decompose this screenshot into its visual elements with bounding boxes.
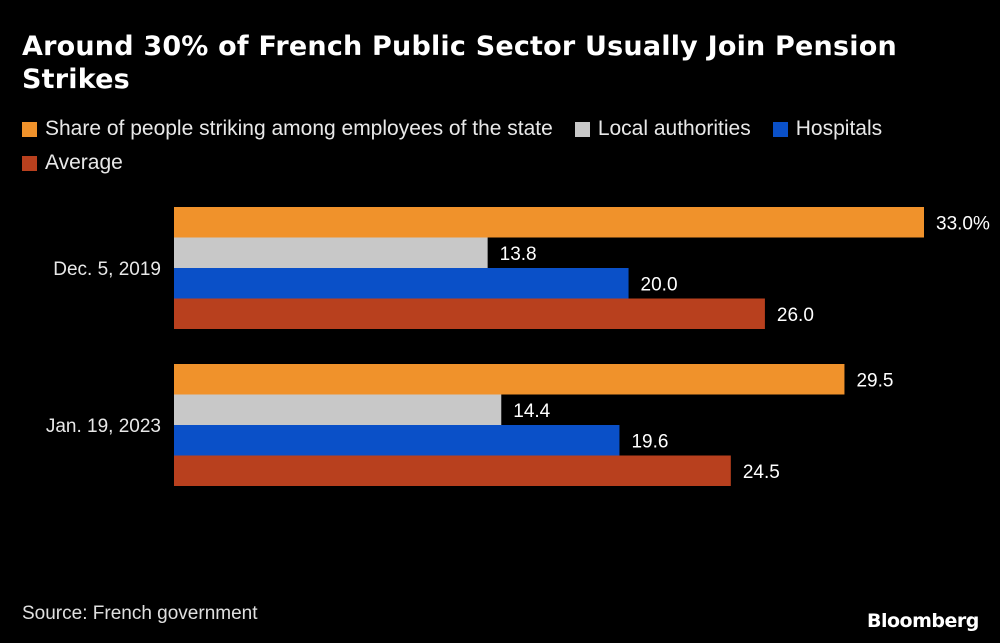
data-label: 26.0 [777,305,814,326]
bar [174,455,731,486]
data-label: 24.5 [743,462,780,483]
legend-swatch [574,121,590,137]
category-label: Dec. 5, 2019 [53,259,161,280]
source-note: Source: French government [22,603,258,624]
legend-item: Average [22,152,123,174]
chart-legend: Share of people striking among employees… [22,118,982,174]
legend-label: Hospitals [795,117,883,140]
bloomberg-logo: Bloomberg [867,610,979,632]
bar [174,237,488,268]
bar [174,207,924,238]
data-label: 14.4 [513,401,550,422]
bar [174,364,845,395]
legend-item: Local authorities [574,117,751,140]
data-label: 20.0 [641,274,678,295]
legend-item: Hospitals [772,117,883,140]
chart-title: Around 30% of French Public Sector Usual… [22,31,897,95]
bar [174,268,629,299]
legend-label: Share of people striking among employees… [45,117,553,140]
bar [174,394,502,425]
legend-label: Local authorities [597,117,751,140]
data-label: 19.6 [631,431,668,452]
legend-label: Average [45,151,123,174]
legend-swatch [22,121,37,137]
category-label: Jan. 19, 2023 [46,416,161,437]
data-label: 29.5 [856,370,893,391]
legend-item: Share of people striking among employees… [22,118,553,140]
bar [174,298,765,329]
legend-swatch [22,155,37,171]
data-label: 33.0% [936,213,990,234]
bar [174,425,620,456]
data-label: 13.8 [500,244,537,265]
legend-swatch [772,121,788,137]
